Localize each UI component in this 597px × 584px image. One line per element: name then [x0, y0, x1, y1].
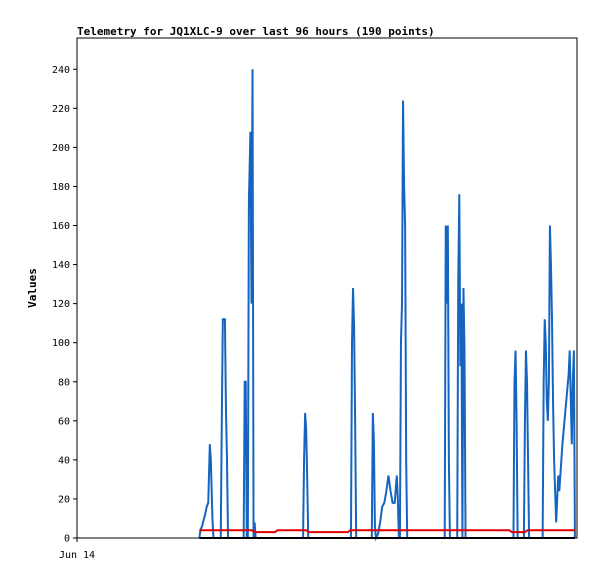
y-tick-label: 140	[52, 260, 70, 271]
series-line-1	[199, 529, 575, 534]
x-axis: Jun 14	[59, 538, 95, 561]
x-tick-label: Jun 14	[59, 550, 95, 561]
y-tick-label: 100	[52, 338, 70, 349]
chart-title: Telemetry for JQ1XLC-9 over last 96 hour…	[77, 25, 435, 38]
y-tick-label: 120	[52, 299, 70, 310]
series-line-0	[198, 69, 576, 542]
y-tick-label: 240	[52, 65, 70, 76]
series-layer	[198, 69, 576, 542]
y-tick-label: 20	[58, 494, 70, 505]
y-axis-label: Values	[26, 268, 39, 308]
y-tick-label: 80	[58, 377, 70, 388]
y-tick-label: 160	[52, 221, 70, 232]
y-tick-label: 0	[64, 534, 70, 545]
y-tick-label: 40	[58, 455, 70, 466]
plot-area	[76, 37, 578, 539]
y-tick-label: 200	[52, 143, 70, 154]
y-axis: 0 20 40 60 80 100 120 140 160 180 200 220 240	[52, 65, 77, 545]
y-tick-label: 220	[52, 104, 70, 115]
y-tick-label: 180	[52, 182, 70, 193]
y-tick-label: 60	[58, 416, 70, 427]
